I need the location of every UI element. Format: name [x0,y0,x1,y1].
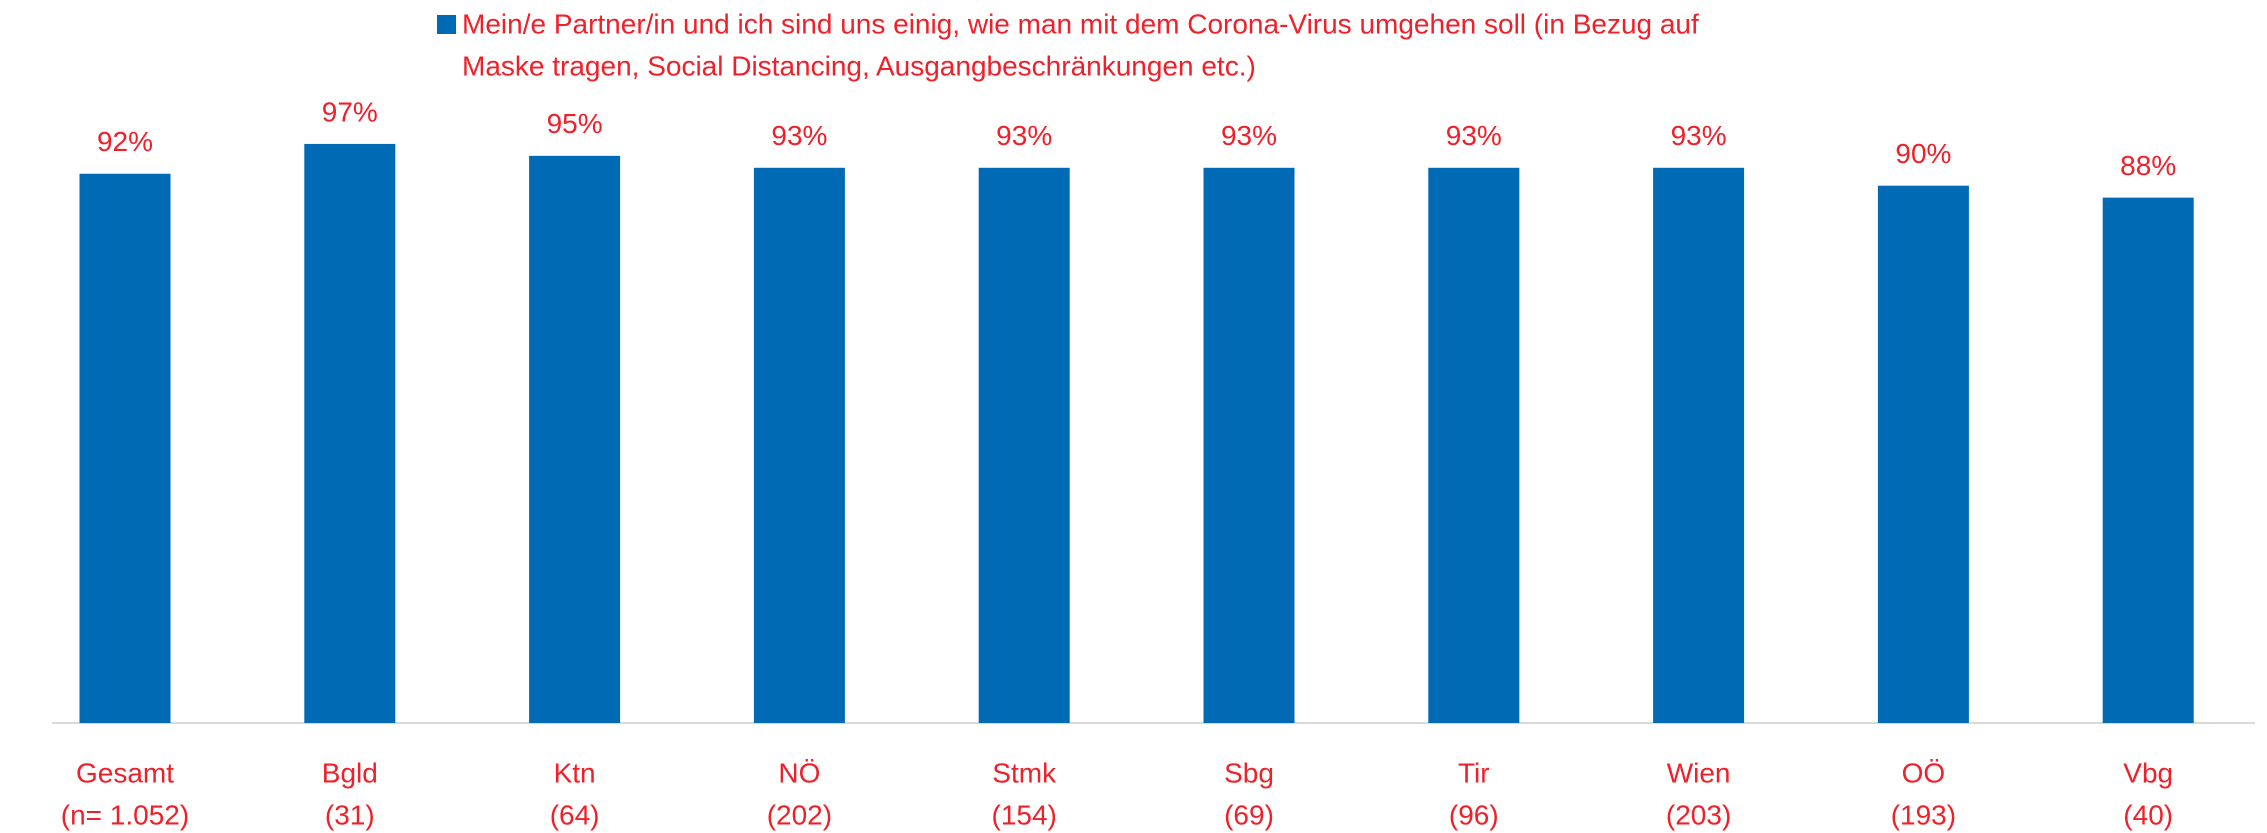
bar [1653,167,1745,724]
x-tick-sublabel: (64) [550,799,600,830]
x-tick-label: OÖ [1902,757,1946,788]
x-tick-label: Sbg [1224,757,1274,788]
legend-swatch [437,15,456,34]
value-label: 93% [1221,120,1277,151]
value-label: 93% [1446,120,1502,151]
x-tick-sublabel: (40) [2123,799,2173,830]
x-tick-sublabel: (193) [1891,799,1956,830]
value-label: 90% [1895,138,1951,169]
bar [753,167,845,724]
bar [1428,167,1520,724]
legend-label: Maske tragen, Social Distancing, Ausgang… [462,50,1256,81]
bar [79,173,171,723]
x-tick-sublabel: (69) [1224,799,1274,830]
legend-label: Mein/e Partner/in und ich sind uns einig… [462,8,1699,39]
value-label: 93% [771,120,827,151]
bar [304,143,396,723]
x-tick-label: Bgld [322,757,378,788]
x-tick-sublabel: (154) [992,799,1057,830]
value-label: 93% [1671,120,1727,151]
value-label: 93% [996,120,1052,151]
bar [1203,167,1295,724]
x-tick-label: Wien [1667,757,1731,788]
bar [1877,185,1969,723]
x-tick-sublabel: (203) [1666,799,1731,830]
value-label: 92% [97,126,153,157]
bar [2102,197,2194,723]
x-tick-sublabel: (96) [1449,799,1499,830]
x-tick-label: NÖ [778,757,820,788]
bar [529,155,621,724]
x-tick-label: Vbg [2123,757,2173,788]
x-tick-sublabel: (31) [325,799,375,830]
x-tick-label: Tir [1458,757,1490,788]
x-tick-sublabel: (202) [767,799,832,830]
x-tick-label: Gesamt [76,757,174,788]
value-label: 95% [547,108,603,139]
x-tick-label: Ktn [554,757,596,788]
bar [978,167,1070,724]
value-label: 88% [2120,150,2176,181]
x-tick-sublabel: (n= 1.052) [61,799,189,830]
x-tick-label: Stmk [992,757,1057,788]
value-label: 97% [322,96,378,127]
